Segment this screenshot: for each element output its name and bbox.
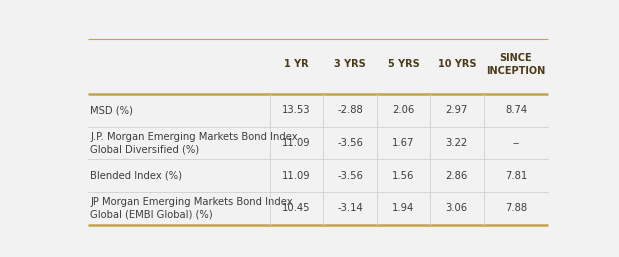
Text: MSD (%): MSD (%): [90, 105, 133, 115]
Text: SINCE
INCEPTION: SINCE INCEPTION: [487, 53, 545, 76]
Text: 2.97: 2.97: [446, 105, 468, 115]
Text: 8.74: 8.74: [505, 105, 527, 115]
Text: 1.67: 1.67: [392, 138, 415, 148]
Text: 1 YR: 1 YR: [284, 59, 309, 69]
Text: 7.81: 7.81: [505, 171, 527, 181]
Text: --: --: [513, 138, 519, 148]
Bar: [88, 159, 548, 192]
Text: -3.56: -3.56: [337, 138, 363, 148]
Text: 1.94: 1.94: [392, 204, 415, 214]
Bar: [88, 192, 548, 225]
Text: -2.88: -2.88: [337, 105, 363, 115]
Text: 13.53: 13.53: [282, 105, 311, 115]
Bar: [88, 39, 548, 94]
Text: 10 YRS: 10 YRS: [438, 59, 476, 69]
Text: J.P. Morgan Emerging Markets Bond Index
Global Diversified (%): J.P. Morgan Emerging Markets Bond Index …: [90, 132, 298, 154]
Text: -3.56: -3.56: [337, 171, 363, 181]
Text: 5 YRS: 5 YRS: [387, 59, 419, 69]
Text: 11.09: 11.09: [282, 138, 311, 148]
Text: JP Morgan Emerging Markets Bond Index
Global (EMBI Global) (%): JP Morgan Emerging Markets Bond Index Gl…: [90, 197, 293, 219]
Text: 11.09: 11.09: [282, 171, 311, 181]
Text: -3.14: -3.14: [337, 204, 363, 214]
Text: Blended Index (%): Blended Index (%): [90, 171, 183, 181]
Text: 2.86: 2.86: [446, 171, 468, 181]
Text: 7.88: 7.88: [505, 204, 527, 214]
Bar: [88, 127, 548, 159]
Text: 1.56: 1.56: [392, 171, 415, 181]
Text: 3.22: 3.22: [446, 138, 468, 148]
Text: 3.06: 3.06: [446, 204, 468, 214]
Text: 10.45: 10.45: [282, 204, 311, 214]
Text: 2.06: 2.06: [392, 105, 415, 115]
Text: 3 YRS: 3 YRS: [334, 59, 366, 69]
Bar: [88, 94, 548, 127]
